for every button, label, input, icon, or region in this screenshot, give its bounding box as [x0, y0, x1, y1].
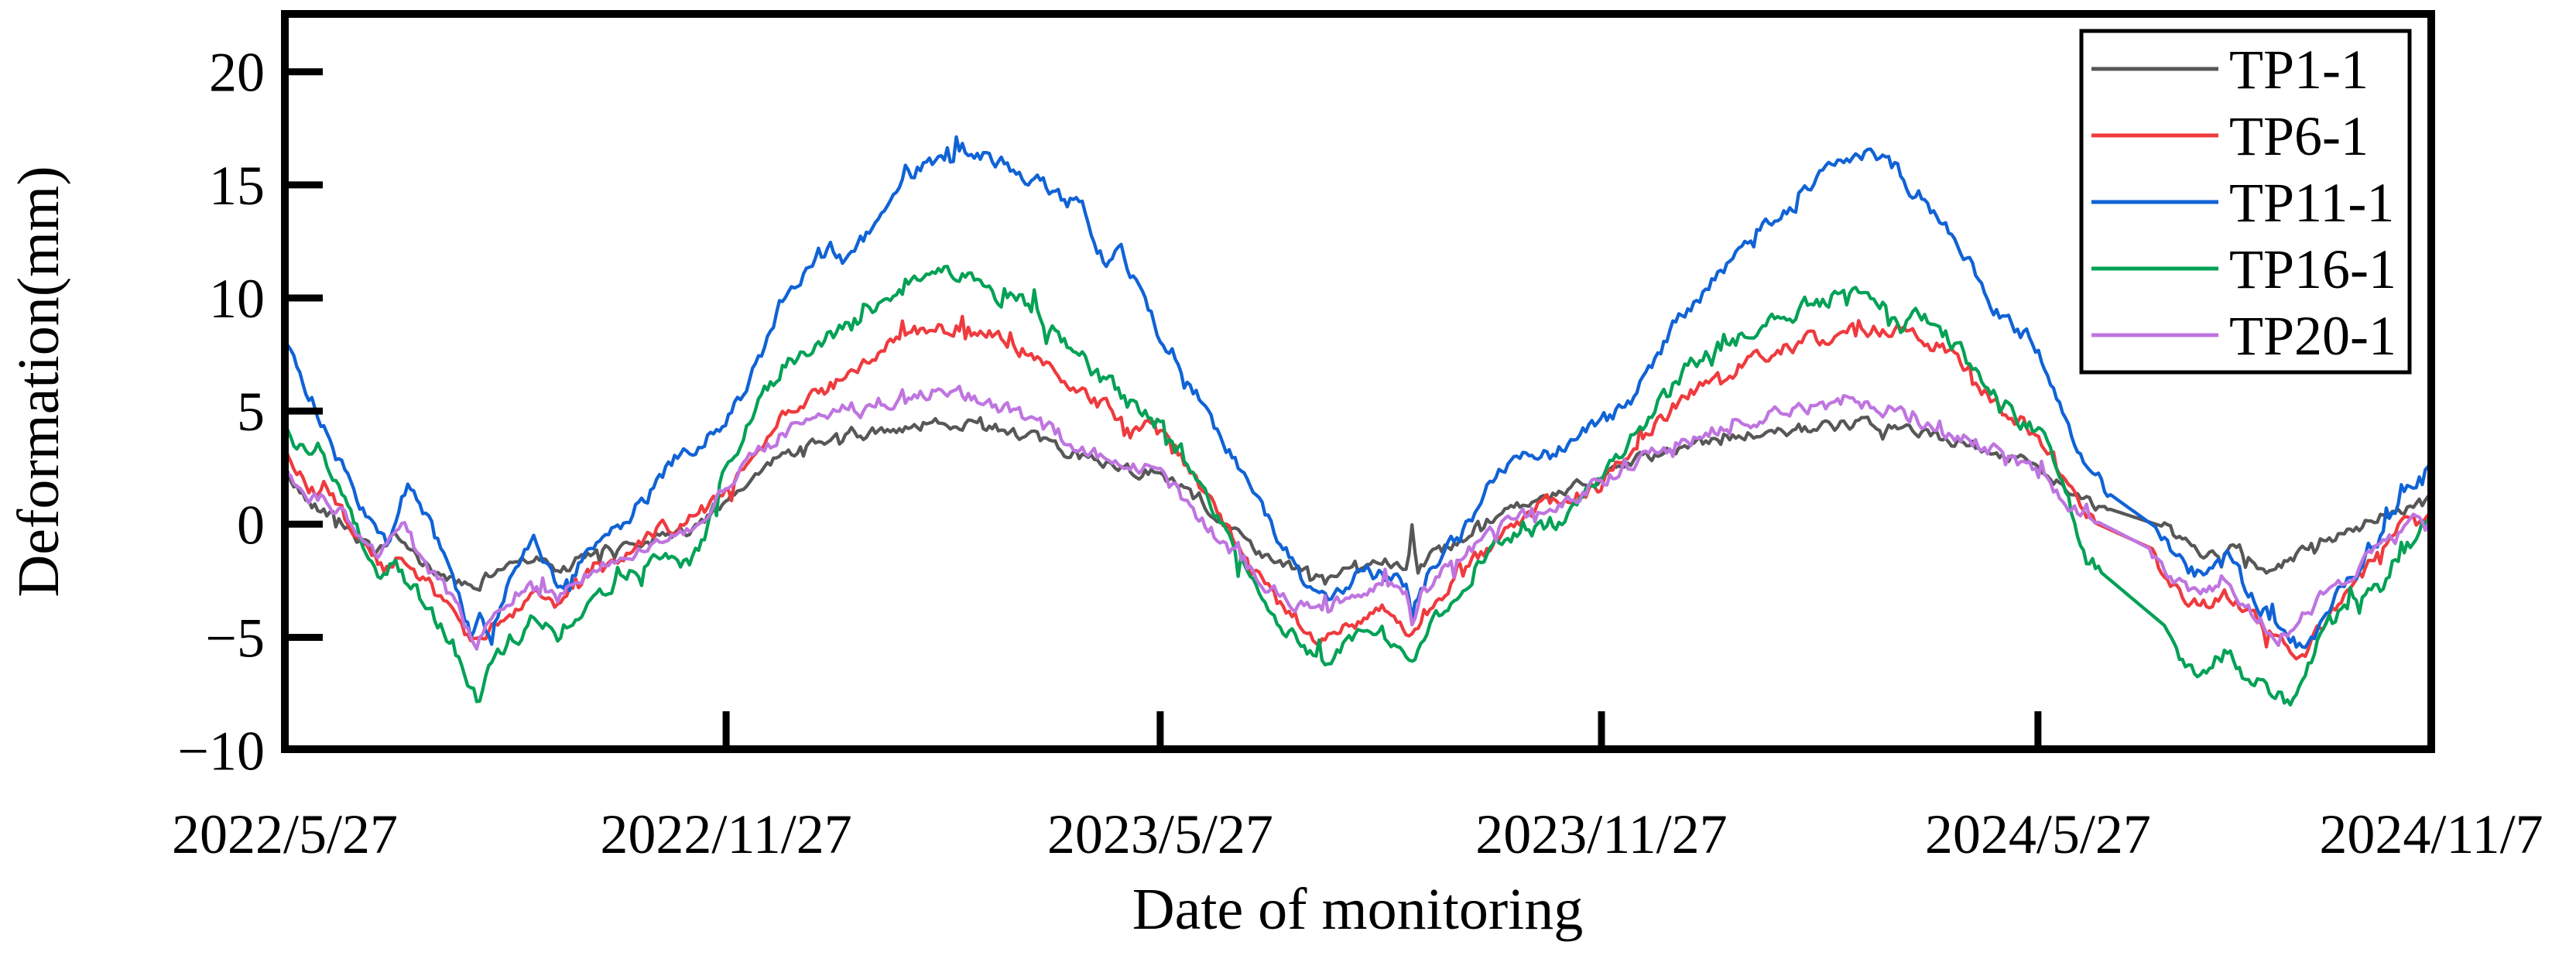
legend-entry-tp1-1: TP1-1 [2091, 39, 2369, 101]
legend-label: TP1-1 [2229, 39, 2369, 101]
x-axis-tick-labels: 2022/5/27 2022/11/27 2023/5/27 2023/11/27 20… [172, 803, 2543, 865]
legend-label: TP11-1 [2229, 172, 2394, 234]
legend-entry-tp6-1: TP6-1 [2091, 105, 2369, 167]
x-tick-label: 2024/5/27 [1925, 803, 2151, 865]
x-tick-label: 2024/11/7 [2319, 803, 2543, 865]
legend-entry-tp16-1: TP16-1 [2091, 238, 2396, 300]
legend-label: TP20-1 [2229, 305, 2396, 367]
legend-label: TP6-1 [2229, 105, 2369, 167]
x-axis-ticks [722, 711, 2042, 745]
y-tick-label: 20 [209, 42, 265, 104]
x-tick-label: 2023/5/27 [1047, 803, 1273, 865]
legend-entry-tp11-1: TP11-1 [2091, 172, 2394, 234]
x-tick-label: 2023/11/27 [1475, 803, 1727, 865]
y-tick-label: 0 [237, 494, 265, 556]
y-tick-label: 5 [237, 381, 265, 443]
y-axis-tick-labels: 20 15 10 5 0 −5 −10 [177, 42, 265, 782]
series-line-tp16-1 [285, 264, 2431, 707]
series-line-tp6-1 [285, 314, 2431, 661]
y-tick-label: −5 [205, 607, 265, 669]
plot-frame [281, 10, 2435, 753]
legend-entry-tp20-1: TP20-1 [2091, 305, 2396, 367]
x-axis-title: Date of monitoring [1132, 877, 1584, 942]
y-axis-ticks [289, 68, 323, 641]
x-tick-label: 2022/5/27 [172, 803, 398, 865]
series-line-tp20-1 [285, 384, 2431, 651]
series-lines [285, 135, 2431, 707]
series-line-tp11-1 [285, 135, 2431, 649]
legend-label: TP16-1 [2229, 238, 2396, 300]
y-tick-label: 10 [209, 268, 265, 330]
y-tick-label: −10 [177, 721, 265, 782]
x-tick-label: 2022/11/27 [600, 803, 851, 865]
y-tick-label: 15 [209, 155, 265, 217]
y-axis-title: Deformation(mm) [6, 166, 71, 597]
